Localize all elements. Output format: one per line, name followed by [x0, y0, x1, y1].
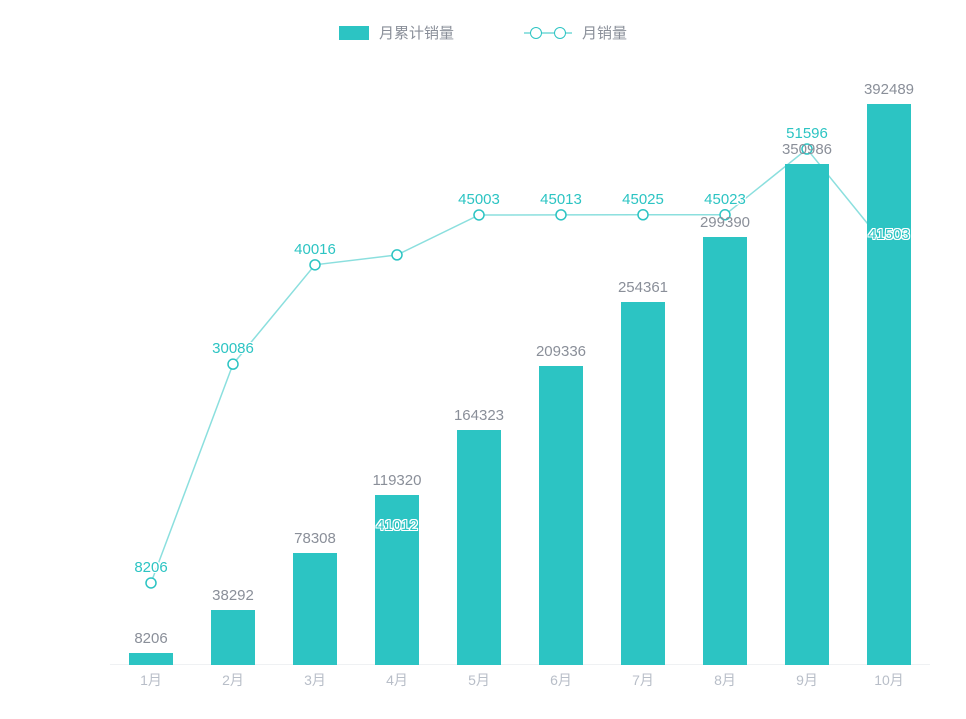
bar — [457, 430, 501, 665]
bar-value-label: 119320 — [373, 472, 422, 489]
bar-value-label: 392489 — [864, 81, 914, 98]
bar-slot: 299390 — [684, 65, 766, 665]
line-value-label: 45003 — [458, 191, 500, 208]
x-tick-label: 1月 — [140, 670, 162, 690]
legend: 月累计销量 月销量 — [0, 22, 966, 43]
line-value-label: 8206 — [134, 559, 167, 576]
bar — [293, 553, 337, 665]
bar — [703, 237, 747, 665]
bar-value-label: 299390 — [700, 214, 750, 231]
bar-slot: 78308 — [274, 65, 356, 665]
bar-value-label: 8206 — [134, 630, 167, 647]
bar-value-label: 209336 — [536, 343, 586, 360]
legend-item-line: 月销量 — [524, 22, 627, 43]
bar-slot: 38292 — [192, 65, 274, 665]
x-tick-label: 5月 — [468, 670, 490, 690]
line-value-label: 40016 — [294, 241, 336, 258]
bar-slot: 350986 — [766, 65, 848, 665]
x-tick-label: 8月 — [714, 670, 736, 690]
line-value-label: 41012 — [376, 517, 418, 534]
bar — [539, 366, 583, 665]
x-tick-label: 10月 — [874, 670, 904, 690]
bar-value-label: 350986 — [782, 141, 832, 158]
legend-line-label: 月销量 — [582, 22, 627, 43]
bar — [211, 610, 255, 665]
bar — [785, 164, 829, 665]
line-value-label: 51596 — [786, 125, 828, 142]
bar-slot: 119320 — [356, 65, 438, 665]
x-tick-label: 7月 — [632, 670, 654, 690]
bar — [129, 653, 173, 665]
bar-value-label: 164323 — [454, 407, 504, 424]
x-tick-label: 4月 — [386, 670, 408, 690]
line-value-label: 45023 — [704, 191, 746, 208]
x-tick-label: 9月 — [796, 670, 818, 690]
bar-slot: 254361 — [602, 65, 684, 665]
x-tick-label: 2月 — [222, 670, 244, 690]
bar-slot: 209336 — [520, 65, 602, 665]
line-value-label: 45025 — [622, 191, 664, 208]
legend-item-bar: 月累计销量 — [339, 22, 454, 43]
legend-line-swatch — [524, 26, 572, 40]
plot-area: 8206 8206 38292 30086 78308 40016 119320 41012 1… — [110, 65, 930, 665]
legend-bar-label: 月累计销量 — [379, 22, 454, 43]
bar-slot: 392489 — [848, 65, 930, 665]
bar — [621, 302, 665, 665]
bar-value-label: 254361 — [618, 279, 668, 296]
bar — [867, 104, 911, 665]
bar-value-label: 78308 — [294, 530, 336, 547]
line-value-label: 41503 — [868, 226, 910, 243]
combo-chart: 月累计销量 月销量 8206 8206 38292 30086 78308 40016 11… — [0, 0, 966, 719]
x-tick-label: 6月 — [550, 670, 572, 690]
x-axis: 1月 2月 3月 4月 5月 6月 7月 8月 9月 10月 — [110, 670, 930, 700]
line-value-label: 45013 — [540, 191, 582, 208]
bar-slot: 164323 — [438, 65, 520, 665]
x-tick-label: 3月 — [304, 670, 326, 690]
line-value-label: 30086 — [212, 340, 254, 357]
legend-bar-swatch — [339, 26, 369, 40]
bar-value-label: 38292 — [212, 587, 254, 604]
